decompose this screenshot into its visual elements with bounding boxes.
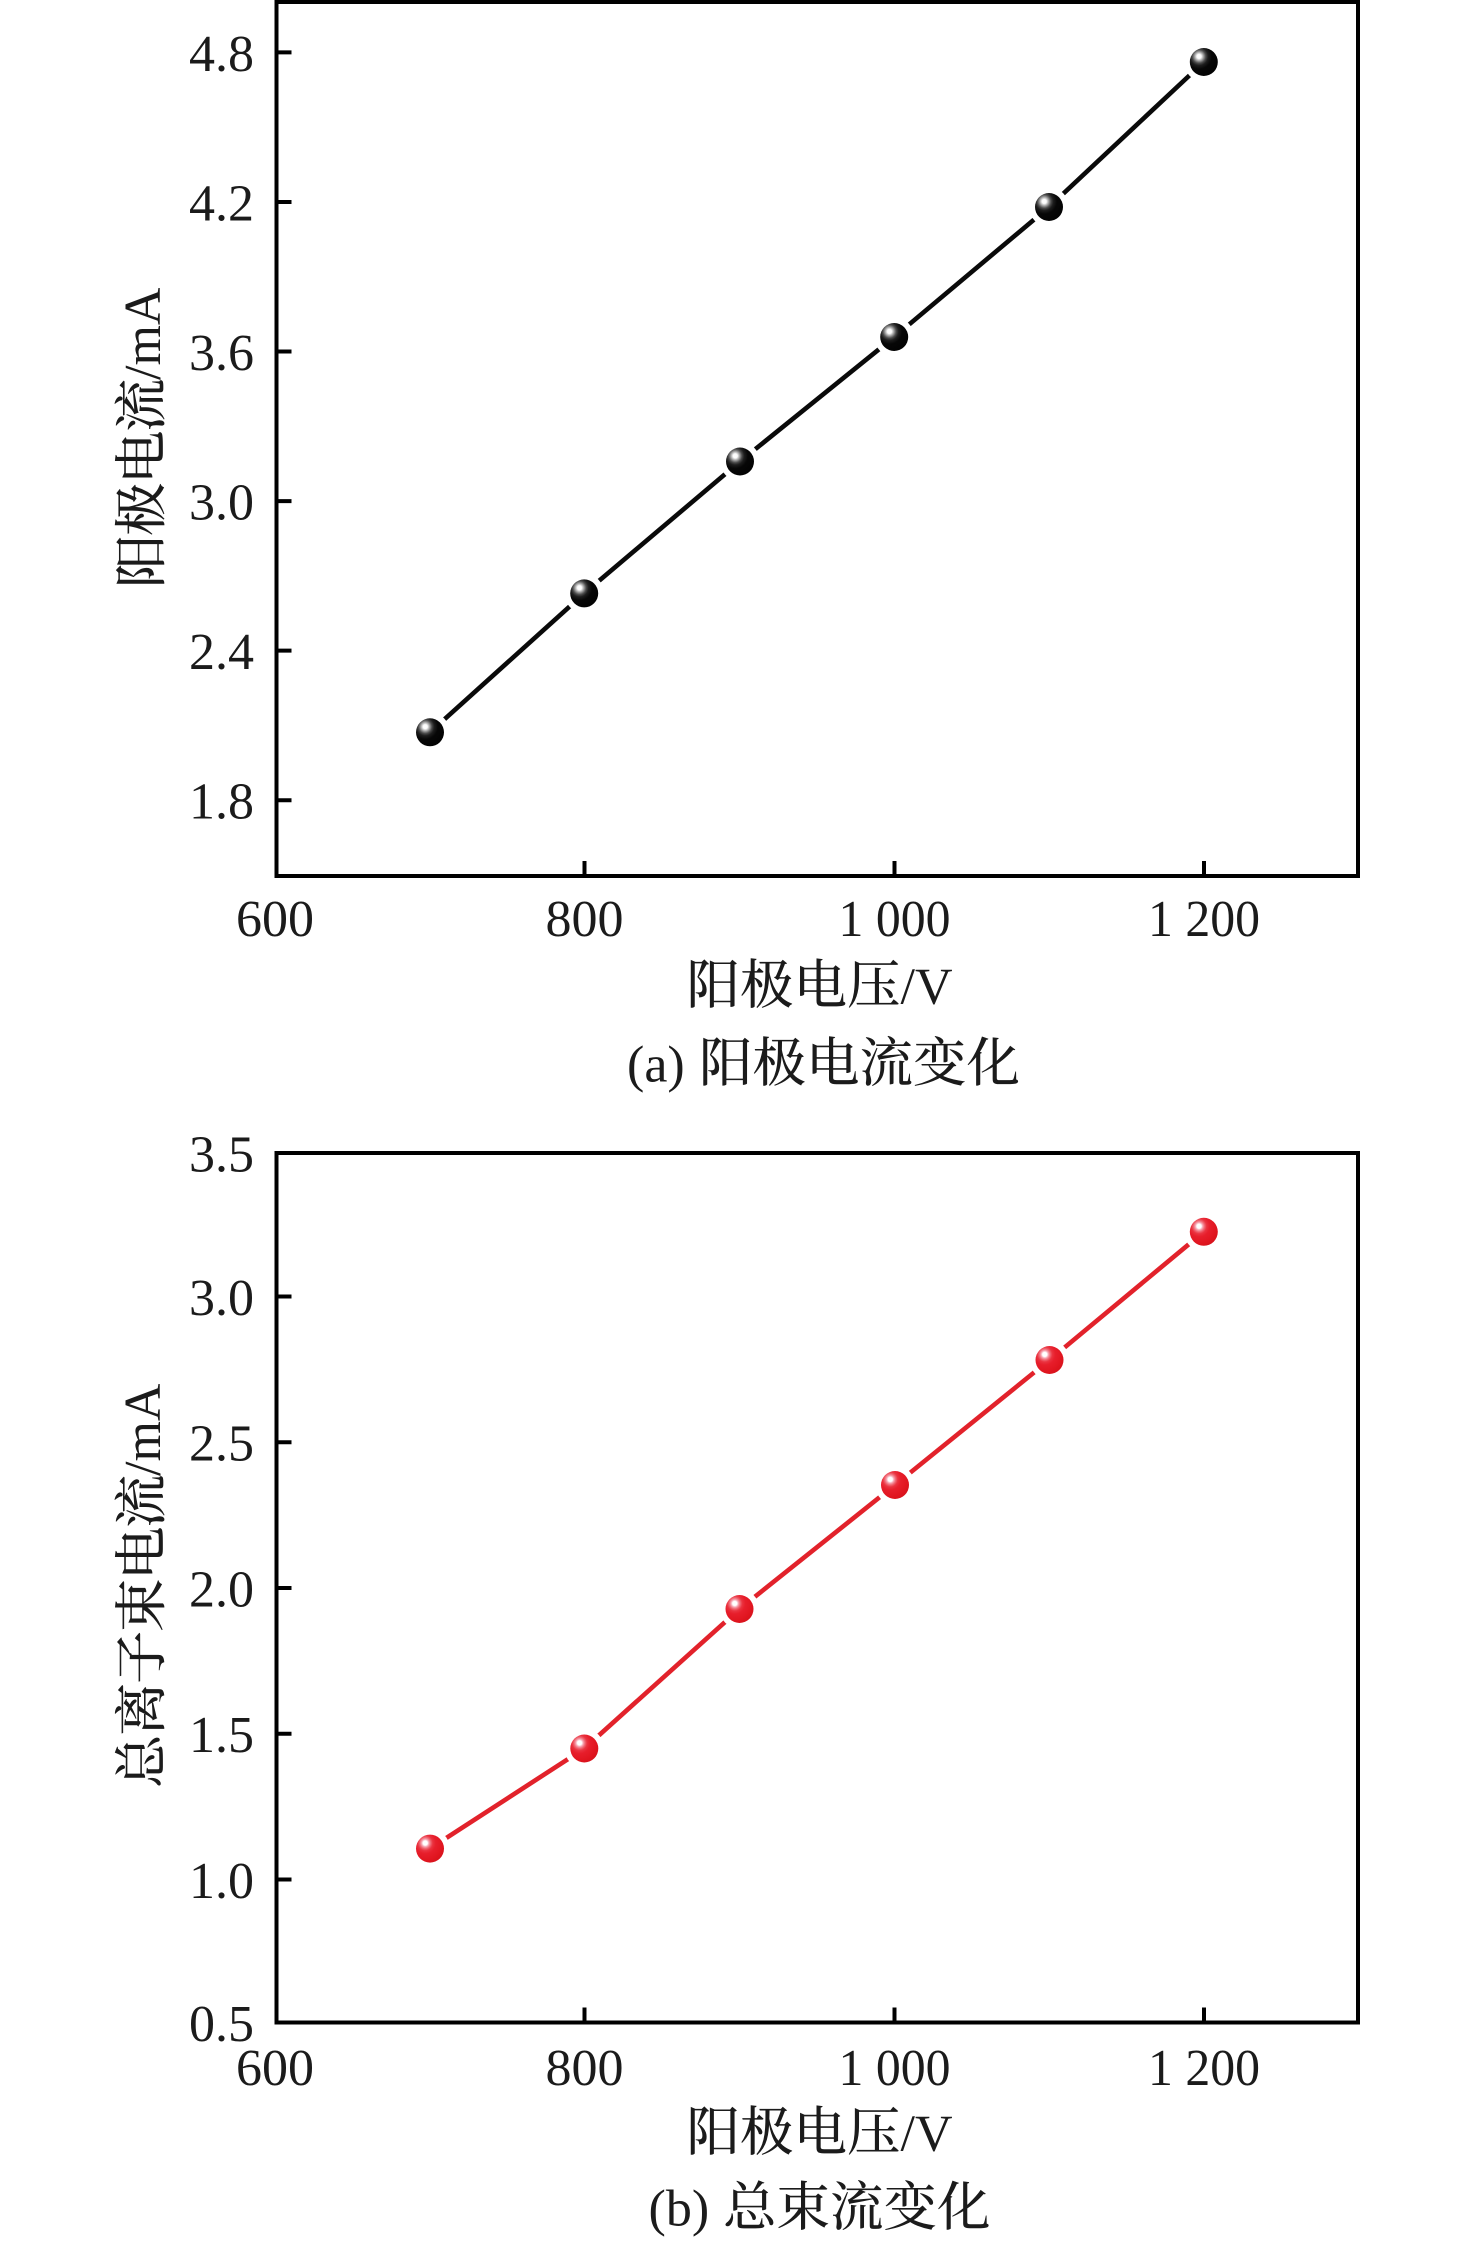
- svg-text:/mA: /mA: [115, 1383, 172, 1476]
- svg-text:800: 800: [546, 2040, 624, 2097]
- svg-text:1 000: 1 000: [839, 2040, 951, 2097]
- svg-text:/mA: /mA: [115, 287, 172, 380]
- svg-text:/V: /V: [901, 959, 953, 1016]
- svg-text:1 000: 1 000: [839, 891, 951, 948]
- svg-text:0.5: 0.5: [189, 1996, 254, 2053]
- svg-text:3.6: 3.6: [189, 325, 254, 382]
- svg-text:3.0: 3.0: [189, 475, 254, 532]
- svg-text:2.0: 2.0: [189, 1561, 254, 1618]
- svg-text:600: 600: [236, 2040, 314, 2097]
- svg-text:/V: /V: [901, 2106, 953, 2163]
- svg-text:1.5: 1.5: [189, 1707, 254, 1764]
- svg-text:4.8: 4.8: [189, 26, 254, 83]
- svg-text:2.5: 2.5: [189, 1416, 254, 1473]
- svg-text:1.0: 1.0: [189, 1853, 254, 1910]
- svg-text:1 200: 1 200: [1148, 891, 1260, 948]
- svg-text:(b): (b): [649, 2181, 710, 2238]
- svg-text:800: 800: [546, 891, 624, 948]
- svg-text:3.0: 3.0: [189, 1270, 254, 1327]
- svg-text:3.5: 3.5: [189, 1126, 254, 1183]
- svg-text:1.8: 1.8: [189, 774, 254, 831]
- svg-text:600: 600: [236, 891, 314, 948]
- svg-text:4.2: 4.2: [189, 175, 254, 232]
- svg-text:2.4: 2.4: [189, 624, 254, 681]
- svg-text:(a): (a): [627, 1036, 685, 1093]
- svg-text:1 200: 1 200: [1148, 2040, 1260, 2097]
